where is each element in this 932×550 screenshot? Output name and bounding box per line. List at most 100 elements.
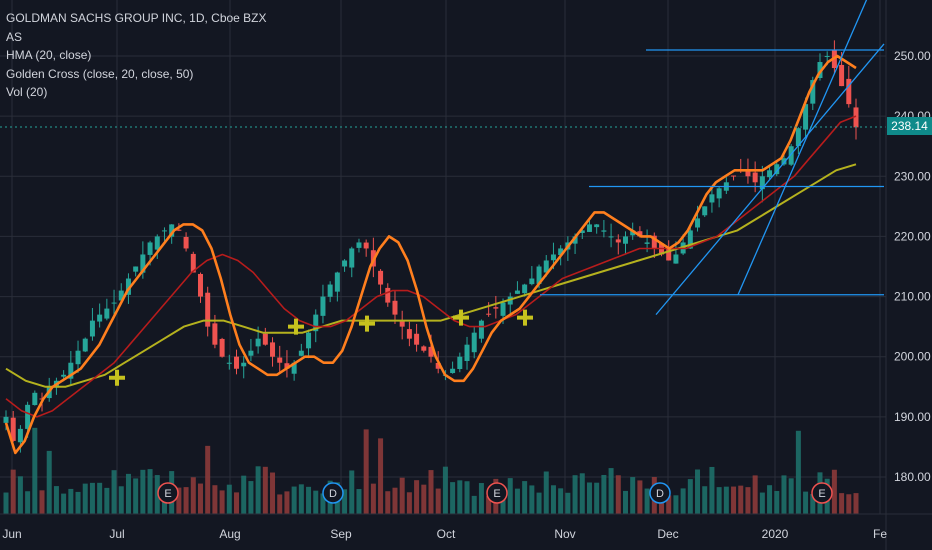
volume-bar <box>190 477 196 514</box>
volume-bar <box>442 466 448 514</box>
event-marker-label: D <box>329 488 337 500</box>
volume-bar <box>522 481 528 514</box>
golden-cross-markers <box>109 309 533 386</box>
volume-bar <box>788 478 794 514</box>
volume-bar <box>370 483 376 514</box>
candle-body <box>197 273 203 297</box>
candle-body <box>651 235 657 249</box>
y-tick-label: 190.00 <box>894 410 931 424</box>
event-marker[interactable]: E <box>486 482 508 504</box>
candle-body <box>291 362 297 374</box>
candle-body <box>205 292 211 327</box>
golden-cross-marker <box>109 369 125 386</box>
event-marker-ring <box>322 482 344 504</box>
golden-cross-marker <box>517 309 533 326</box>
y-tick-label: 210.00 <box>894 290 931 304</box>
candle-body <box>803 104 809 130</box>
candle-body <box>594 224 600 228</box>
volume-bar <box>723 486 729 514</box>
volume-bar <box>594 482 600 514</box>
candle-body <box>774 164 780 175</box>
volume-bar <box>255 466 261 514</box>
volume-bar <box>320 493 326 514</box>
candle-body <box>514 290 520 294</box>
candle-body <box>176 229 182 231</box>
x-tick-label: Sep <box>330 527 352 541</box>
candle-body <box>529 278 535 285</box>
volume-bar <box>111 470 117 514</box>
candle-body <box>601 230 607 232</box>
volume-bar <box>248 481 254 514</box>
event-marker[interactable]: D <box>649 482 671 504</box>
x-tick-label: Dec <box>657 527 678 541</box>
candle-body <box>169 224 175 237</box>
legend-line-2[interactable]: AS <box>6 29 23 44</box>
volume-bar <box>17 476 23 514</box>
symbol-title[interactable]: GOLDMAN SACHS GROUP INC, 1D, Cboe BZX <box>6 11 267 25</box>
trend-lines[interactable] <box>540 0 885 316</box>
volume-bar <box>586 482 592 514</box>
legend-golden-cross[interactable]: Golden Cross (close, 20, close, 50) <box>6 66 194 81</box>
x-axis[interactable]: Jun Jul Aug Sep Oct Nov Dec 2020 Fe <box>2 527 887 541</box>
candle-body <box>356 242 362 248</box>
candle-body <box>464 344 470 361</box>
candle-body <box>10 417 16 441</box>
golden-cross-marker <box>359 315 375 332</box>
candle-body <box>853 107 859 128</box>
volume-bar <box>500 494 506 514</box>
candle-body <box>75 350 81 365</box>
volume-bar <box>507 478 513 514</box>
legend-hma[interactable]: HMA (20, close) <box>6 48 92 62</box>
candle-body <box>25 404 31 429</box>
candle-body <box>709 194 715 203</box>
candle-body <box>579 230 585 233</box>
y-tick-label: 200.00 <box>894 350 931 364</box>
y-tick-label: 220.00 <box>894 229 931 243</box>
volume-bar <box>471 495 477 514</box>
event-marker[interactable]: E <box>811 482 833 504</box>
candle-body <box>500 302 506 316</box>
volume-bar <box>810 494 816 514</box>
candle-body <box>788 146 794 165</box>
x-tick-label: Jul <box>109 527 124 541</box>
ma20-line <box>5 115 857 418</box>
candle-body <box>608 236 614 238</box>
event-marker-ring <box>811 482 833 504</box>
volume-bar <box>687 479 693 514</box>
candle-body <box>32 392 38 406</box>
volume-bar <box>745 487 751 514</box>
candle-body <box>752 172 758 183</box>
volume-bar <box>529 485 535 514</box>
volume-bar <box>550 485 556 514</box>
volume-bar <box>68 488 74 514</box>
event-marker-label: D <box>656 488 664 500</box>
volume-bar <box>702 486 708 514</box>
candle-body <box>68 362 74 379</box>
volume-bar <box>53 486 59 514</box>
volume-bar <box>133 478 139 514</box>
volume-bar <box>767 485 773 514</box>
candle-body <box>421 346 427 351</box>
last-price-tag: 238.14 <box>887 117 932 135</box>
chart-legend: GOLDMAN SACHS GROUP INC, 1D, Cboe BZX AS… <box>6 9 267 102</box>
candle-body <box>622 236 628 244</box>
event-marker[interactable]: D <box>322 482 344 504</box>
y-axis[interactable]: 180.00190.00200.00210.00220.00230.00240.… <box>894 49 931 484</box>
candle-body <box>298 350 304 356</box>
volume-bar <box>803 491 809 514</box>
candle-body <box>695 218 701 228</box>
volume-bar <box>457 480 463 514</box>
x-tick-label: Aug <box>219 527 240 541</box>
volume-bar <box>450 482 456 514</box>
candle-body <box>118 290 124 301</box>
volume-bar <box>731 486 737 514</box>
volume-bar <box>205 445 211 514</box>
volume-bar <box>846 494 852 514</box>
legend-volume[interactable]: Vol (20) <box>6 85 48 99</box>
event-marker[interactable]: E <box>157 482 179 504</box>
candle-body <box>161 230 167 232</box>
x-tick-label: Jun <box>2 527 21 541</box>
candle-body <box>111 302 117 304</box>
